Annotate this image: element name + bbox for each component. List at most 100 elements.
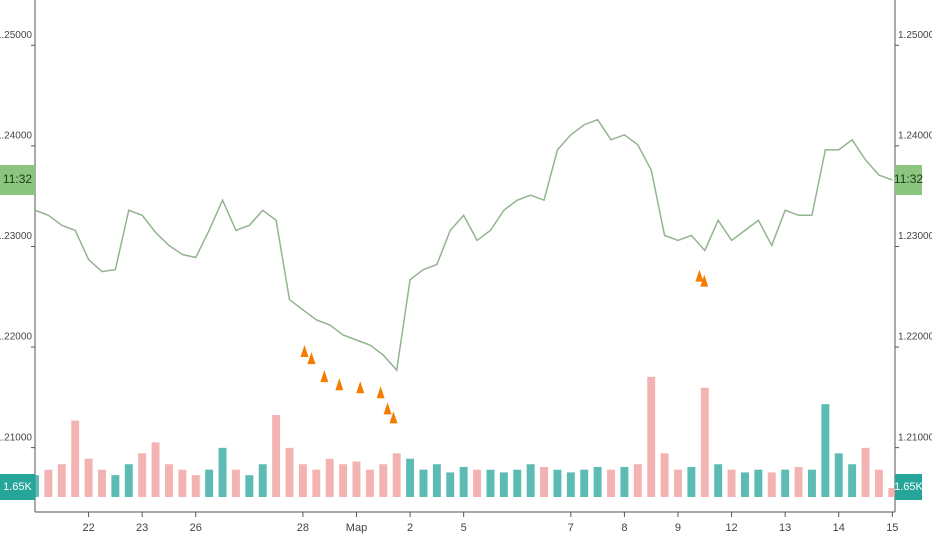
y-tick-label: 1.23000	[898, 231, 932, 242]
volume-bar	[339, 464, 348, 497]
volume-bar	[794, 466, 803, 497]
x-tick-label: 26	[190, 522, 202, 534]
volume-bar	[258, 464, 267, 497]
volume-bar	[272, 415, 281, 497]
volume-bar	[111, 475, 120, 497]
y-tick-label: 1.25000	[898, 30, 932, 41]
signal-arrow	[320, 370, 329, 383]
price-tag-label: 11:32	[894, 172, 923, 186]
volume-bar	[821, 404, 830, 497]
x-tick-label: 8	[621, 522, 627, 534]
volume-bar	[874, 469, 883, 497]
volume-bar	[687, 466, 696, 497]
volume-bar	[71, 420, 80, 497]
x-tick-label: 23	[136, 522, 148, 534]
volume-bar	[861, 447, 870, 497]
price-tag-label: 11:32	[3, 172, 32, 186]
volume-bar	[312, 469, 321, 497]
volume-tag	[895, 473, 922, 500]
volume-bar	[888, 487, 897, 497]
x-tick-label: 5	[461, 522, 467, 534]
price-line	[34, 118, 893, 372]
volume-bar	[231, 469, 240, 497]
volume-bar	[218, 447, 227, 497]
volume-bar	[740, 472, 749, 497]
volume-bar	[406, 458, 415, 497]
x-tick-label: 28	[297, 522, 309, 534]
volume-bar	[566, 472, 575, 497]
volume-bar	[84, 458, 93, 497]
volume-bar	[486, 469, 495, 497]
volume-bar	[647, 376, 656, 497]
x-tick-label: 2	[407, 522, 413, 534]
volume-tag	[0, 473, 35, 500]
signal-arrow	[376, 386, 385, 399]
volume-bar	[633, 464, 642, 497]
volume-bar	[164, 464, 173, 497]
volume-bar	[660, 453, 669, 497]
volume-bar	[513, 469, 522, 497]
volume-bar	[245, 475, 254, 497]
volume-bar	[379, 464, 388, 497]
volume-bar	[848, 464, 857, 497]
volume-bar	[473, 469, 482, 497]
volume-bar	[781, 469, 790, 497]
y-tick-label: 1.23000	[0, 231, 32, 242]
y-tick-label: 1.22000	[898, 332, 932, 343]
signal-arrow	[700, 274, 709, 287]
volume-bar	[807, 469, 816, 497]
x-tick-label: 14	[833, 522, 845, 534]
volume-bar	[432, 464, 441, 497]
volume-bar	[754, 469, 763, 497]
volume-bar	[459, 466, 468, 497]
signal-arrow	[307, 352, 316, 365]
volume-bar	[44, 469, 53, 497]
x-tick-label: 12	[725, 522, 737, 534]
volume-bar	[540, 466, 549, 497]
volume-bar	[151, 442, 160, 497]
signal-arrow	[356, 381, 365, 394]
x-tick-label: 7	[568, 522, 574, 534]
x-tick-label: 22	[82, 522, 94, 534]
volume-bar	[178, 469, 187, 497]
volume-bar	[285, 447, 294, 497]
volume-bar	[620, 466, 629, 497]
volume-bar	[593, 466, 602, 497]
volume-bar	[767, 472, 776, 497]
y-tick-label: 1.25000	[0, 30, 32, 41]
volume-bar	[580, 469, 589, 497]
volume-tag-label: 1.65K	[894, 481, 923, 493]
x-tick-label: 15	[886, 522, 898, 534]
signal-arrow	[335, 378, 344, 391]
volume-bar	[419, 469, 428, 497]
volume-bar	[700, 387, 709, 497]
y-tick-label: 1.24000	[0, 130, 32, 141]
volume-bar	[365, 469, 374, 497]
y-tick-label: 1.21000	[0, 432, 32, 443]
signal-arrow	[389, 411, 398, 424]
volume-bar	[325, 458, 334, 497]
x-tick-label: 9	[675, 522, 681, 534]
volume-bar	[124, 464, 133, 497]
y-tick-label: 1.22000	[0, 332, 32, 343]
volume-bar	[499, 472, 508, 497]
volume-bar	[98, 469, 106, 497]
signal-arrow	[300, 345, 309, 358]
volume-bar	[298, 464, 307, 497]
volume-bar	[138, 453, 147, 497]
volume-bar	[526, 464, 535, 497]
volume-bar	[446, 472, 455, 497]
y-tick-label: 1.24000	[898, 130, 932, 141]
signal-arrow	[383, 402, 392, 415]
volume-bar	[392, 453, 401, 497]
volume-tag-label: 1.65K	[3, 481, 32, 493]
price-tag	[0, 165, 35, 196]
volume-bar	[674, 469, 682, 497]
volume-bar	[57, 464, 66, 497]
x-tick-label: Мар	[346, 522, 368, 534]
volume-bar	[607, 469, 615, 497]
volume-bar	[191, 475, 200, 497]
y-tick-label: 1.21000	[898, 432, 932, 443]
x-tick-label: 13	[779, 522, 791, 534]
